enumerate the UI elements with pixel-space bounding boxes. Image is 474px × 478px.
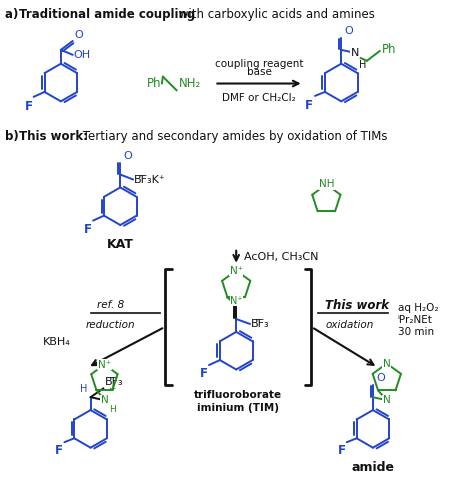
Text: F: F <box>305 99 313 112</box>
Text: H: H <box>359 60 366 70</box>
Text: AcOH, CH₃CN: AcOH, CH₃CN <box>244 252 319 261</box>
Text: F: F <box>55 444 64 457</box>
Text: Ph: Ph <box>147 77 162 90</box>
Text: F: F <box>200 367 208 380</box>
Text: b): b) <box>5 130 23 143</box>
Text: ref. 8: ref. 8 <box>97 300 124 310</box>
Text: F: F <box>25 100 33 113</box>
Text: 30 min: 30 min <box>398 327 434 337</box>
Text: +: + <box>109 384 116 393</box>
Text: Tertiary and secondary amides by oxidation of TIMs: Tertiary and secondary amides by oxidati… <box>79 130 387 143</box>
Text: N: N <box>100 395 108 405</box>
Text: F: F <box>84 223 92 236</box>
Text: O: O <box>376 373 384 383</box>
Text: H: H <box>109 405 116 414</box>
Text: NH₂: NH₂ <box>179 77 201 90</box>
Text: with carboxylic acids and amines: with carboxylic acids and amines <box>175 8 374 22</box>
Text: B̅F₃: B̅F₃ <box>251 319 270 329</box>
Text: This work:: This work: <box>19 130 88 143</box>
Text: N⁺: N⁺ <box>98 359 111 369</box>
Text: NH: NH <box>319 179 334 189</box>
Text: B̅F₃K⁺: B̅F₃K⁺ <box>134 174 166 185</box>
Text: O: O <box>123 151 132 161</box>
Text: N⁺: N⁺ <box>229 266 243 275</box>
Text: coupling reagent: coupling reagent <box>215 59 303 69</box>
Text: amide: amide <box>351 460 394 474</box>
Text: N: N <box>383 358 391 369</box>
Text: N: N <box>351 48 359 58</box>
Text: N: N <box>383 395 391 405</box>
Text: F: F <box>337 444 346 457</box>
Text: oxidation: oxidation <box>325 320 374 330</box>
Text: N⁺: N⁺ <box>230 296 243 306</box>
Text: This work: This work <box>325 299 390 312</box>
Text: KBH₄: KBH₄ <box>43 337 71 347</box>
Text: aq H₂O₂: aq H₂O₂ <box>398 303 438 313</box>
Text: O: O <box>344 26 353 36</box>
Text: ⁱPr₂NEt: ⁱPr₂NEt <box>398 315 433 325</box>
Text: Traditional amide coupling: Traditional amide coupling <box>19 8 195 22</box>
Text: Ph: Ph <box>382 43 396 56</box>
Text: reduction: reduction <box>86 320 135 330</box>
Text: trifluoroborate
iminium (TIM): trifluoroborate iminium (TIM) <box>194 390 282 413</box>
Text: B̅F₃: B̅F₃ <box>104 377 123 387</box>
Text: H: H <box>80 384 88 394</box>
Text: OH: OH <box>74 50 91 60</box>
Text: DMF or CH₂Cl₂: DMF or CH₂Cl₂ <box>222 93 296 103</box>
Text: a): a) <box>5 8 23 22</box>
Text: base: base <box>246 66 272 76</box>
Text: O: O <box>75 30 83 40</box>
Text: KAT: KAT <box>107 238 134 251</box>
